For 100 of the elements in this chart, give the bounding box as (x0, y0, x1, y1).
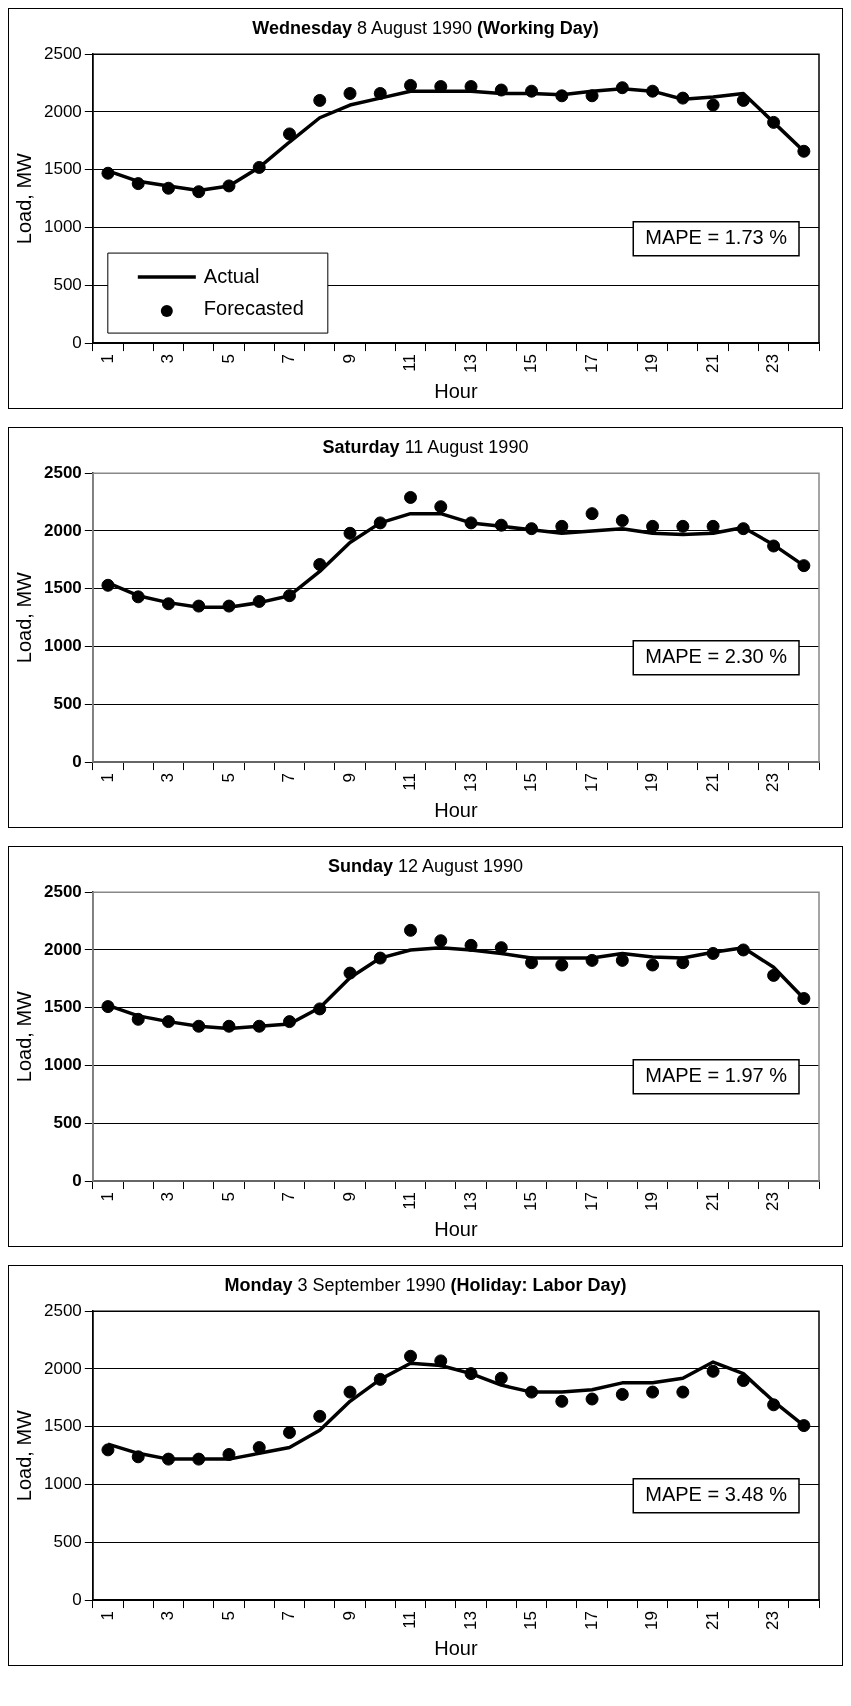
x-tick-label: 3 (158, 1611, 178, 1621)
x-tick-label: 21 (702, 354, 722, 374)
point (282, 1426, 296, 1440)
x-tick-label: 3 (158, 354, 178, 364)
y-tick-label: 1500 (43, 997, 82, 1017)
x-tick-label: 1 (97, 1192, 117, 1202)
legend-label: Actual (203, 264, 260, 287)
x-tick-label: 19 (642, 1192, 662, 1212)
point (404, 1349, 418, 1363)
y-tick-label: 0 (72, 751, 82, 771)
y-tick-label: 1000 (43, 1055, 82, 1075)
x-tick-label: 7 (279, 354, 299, 364)
x-tick-label: 11 (400, 773, 420, 791)
x-tick-label: 11 (400, 1611, 420, 1629)
x-tick-label: 19 (642, 354, 662, 374)
point (313, 1409, 327, 1423)
y-axis-title: Load, MW (12, 152, 35, 245)
x-tick-label: 23 (763, 773, 783, 793)
y-tick-label: 2000 (43, 101, 82, 121)
point (585, 1392, 599, 1406)
x-axis-title: Hour (434, 798, 478, 821)
x-tick-label: 15 (521, 1192, 541, 1212)
y-tick-label: 2000 (43, 520, 82, 540)
annotation: MAPE = 3.48 % (645, 1483, 788, 1506)
x-tick-label: 17 (581, 354, 601, 374)
point (555, 958, 569, 972)
y-tick-label: 2000 (43, 1358, 82, 1378)
x-tick-label: 5 (218, 1611, 238, 1621)
point (615, 1387, 629, 1401)
annotation: MAPE = 1.97 % (645, 1064, 788, 1087)
x-tick-label: 1 (97, 354, 117, 364)
chart-title: Monday 3 September 1990 (Holiday: Labor Day) (223, 1274, 628, 1297)
x-tick-label: 21 (702, 1192, 722, 1212)
x-tick-label: 15 (521, 1611, 541, 1631)
x-tick-label: 21 (702, 773, 722, 793)
x-axis-title: Hour (434, 1636, 478, 1659)
y-tick-label: 2500 (43, 1300, 82, 1320)
x-tick-label: 19 (642, 1611, 662, 1631)
x-tick-label: 7 (279, 1192, 299, 1202)
point (706, 98, 720, 112)
point (404, 923, 418, 937)
y-tick-label: 2500 (43, 43, 82, 63)
y-tick-label: 1000 (43, 636, 82, 656)
x-tick-label: 21 (702, 1611, 722, 1631)
x-tick-label: 17 (581, 1192, 601, 1212)
x-tick-label: 13 (460, 354, 480, 374)
x-tick-label: 23 (763, 1192, 783, 1212)
y-tick-label: 2500 (43, 462, 82, 482)
point (646, 519, 660, 533)
y-tick-label: 0 (72, 1589, 82, 1609)
y-tick-label: 0 (72, 1170, 82, 1190)
annotation: MAPE = 2.30 % (645, 645, 788, 668)
legend-label: Forecasted (203, 296, 304, 319)
point (676, 1385, 690, 1399)
point (676, 519, 690, 533)
y-tick-label: 2000 (43, 939, 82, 959)
point (646, 1385, 660, 1399)
point (706, 1364, 720, 1378)
x-tick-label: 9 (339, 1611, 359, 1621)
point (343, 86, 357, 100)
x-tick-label: 17 (581, 1611, 601, 1631)
x-tick-label: 5 (218, 354, 238, 364)
point (555, 519, 569, 533)
x-tick-label: 13 (460, 1611, 480, 1631)
chart-title: Saturday 11 August 1990 (321, 436, 530, 459)
x-tick-label: 23 (763, 354, 783, 374)
x-tick-label: 1 (97, 1611, 117, 1621)
y-tick-label: 0 (72, 332, 82, 352)
point (434, 500, 448, 514)
y-tick-label: 500 (53, 275, 82, 294)
point (706, 519, 720, 533)
x-tick-label: 5 (218, 1192, 238, 1202)
x-tick-label: 9 (339, 773, 359, 783)
y-tick-label: 1500 (43, 578, 82, 598)
chart-title: Sunday 12 August 1990 (326, 855, 525, 878)
chart-title: Wednesday 8 August 1990 (Working Day) (251, 17, 600, 40)
y-axis-title: Load, MW (12, 1409, 35, 1502)
x-tick-label: 7 (279, 1611, 299, 1621)
x-tick-label: 7 (279, 773, 299, 783)
y-axis-title: Load, MW (12, 571, 35, 664)
x-tick-label: 3 (158, 1192, 178, 1202)
x-tick-label: 19 (642, 773, 662, 793)
y-axis-title: Load, MW (12, 990, 35, 1083)
x-tick-label: 17 (581, 773, 601, 793)
x-tick-label: 11 (400, 354, 420, 372)
y-tick-label: 500 (53, 694, 82, 713)
y-tick-label: 1000 (43, 217, 82, 237)
x-tick-label: 9 (339, 1192, 359, 1202)
x-tick-label: 11 (400, 1192, 420, 1210)
y-tick-label: 500 (53, 1532, 82, 1551)
point (434, 934, 448, 948)
y-tick-label: 500 (53, 1113, 82, 1132)
point (615, 953, 629, 967)
x-tick-label: 15 (521, 773, 541, 793)
y-tick-label: 1500 (43, 159, 82, 179)
point (555, 1394, 569, 1408)
point (494, 1371, 508, 1385)
x-tick-label: 3 (158, 773, 178, 783)
point (313, 93, 327, 107)
x-axis-title: Hour (434, 379, 478, 402)
